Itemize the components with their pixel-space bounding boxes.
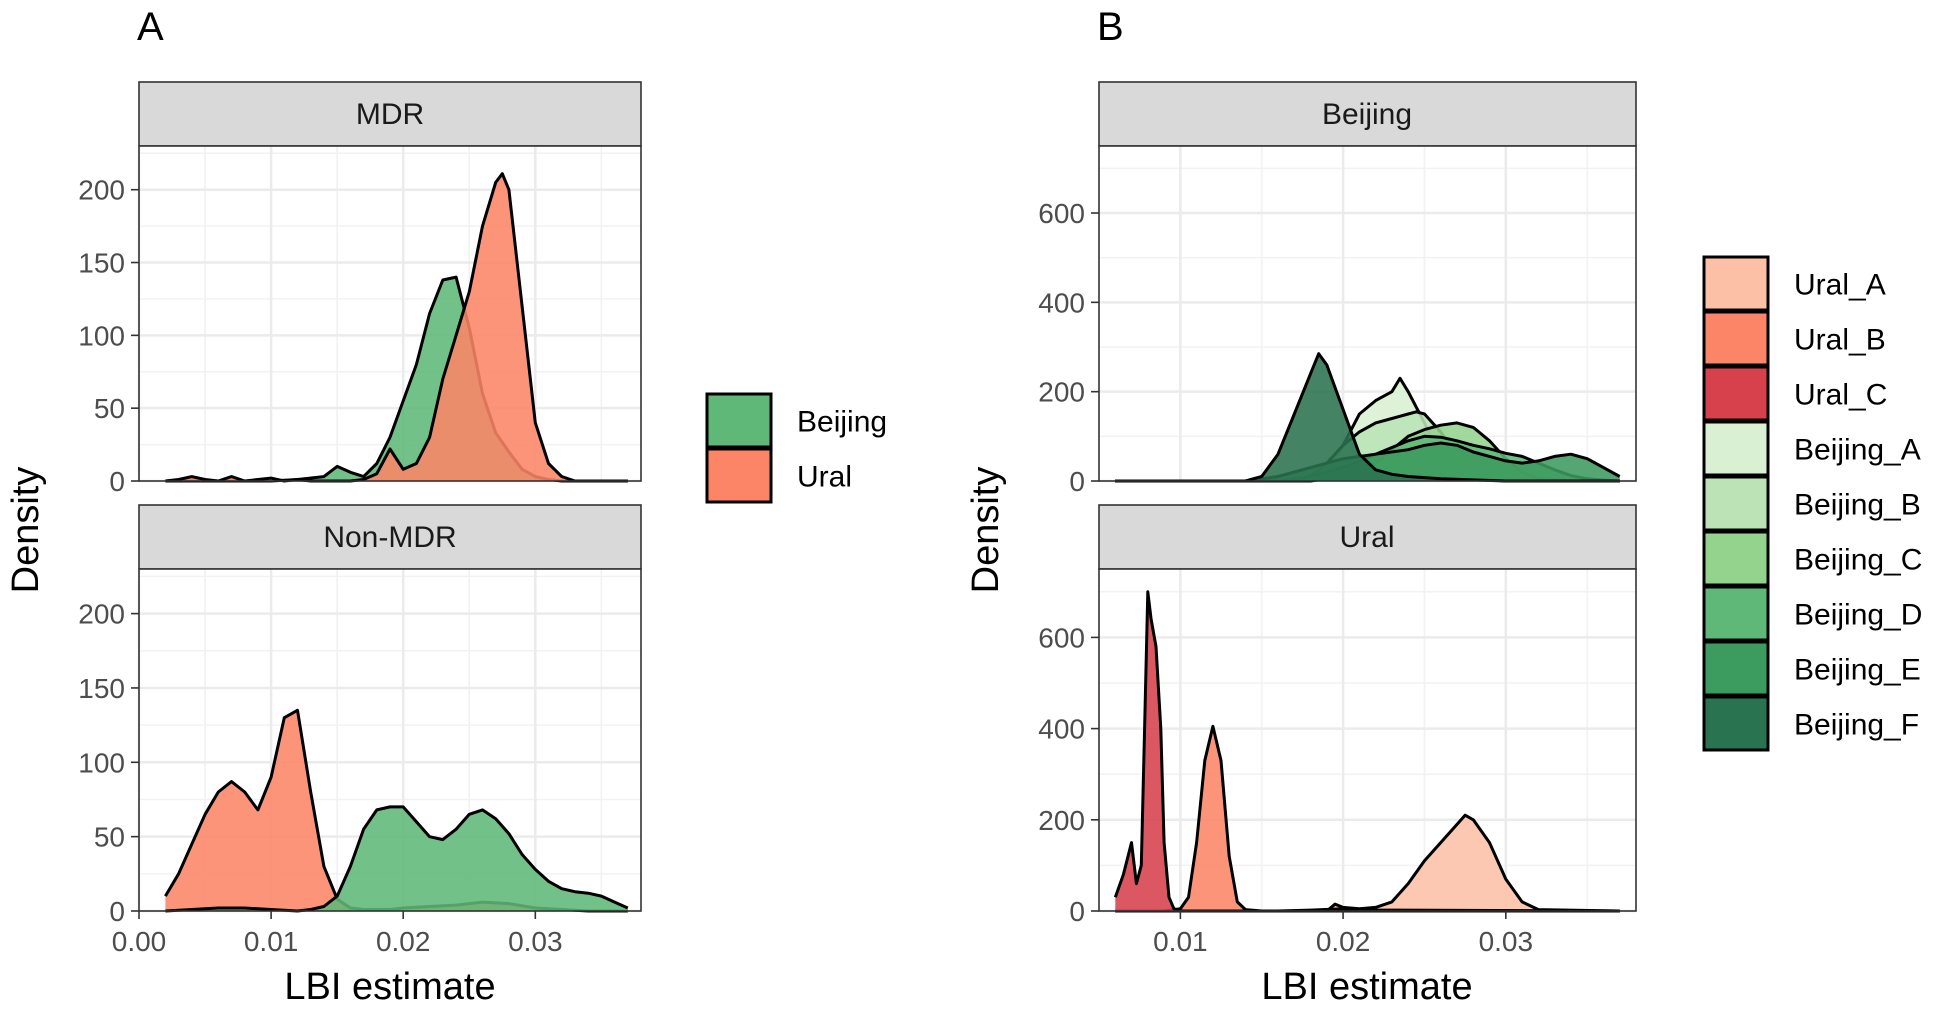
legend-key-beijing-d [1702, 585, 1770, 642]
legend-label-beijing-f: Beijing_F [1794, 709, 1919, 742]
y-tick-label: 400 [1038, 714, 1085, 745]
y-tick-label: 150 [78, 248, 125, 279]
density-area-mdr-ural [165, 173, 628, 481]
y-tick-label: 400 [1038, 287, 1085, 318]
y-tick-label: 50 [94, 393, 125, 424]
density-area-ural-ural-c [1115, 591, 1620, 911]
plot-border-non-mdr [138, 568, 642, 912]
legend-label-beijing-b: Beijing_B [1794, 489, 1921, 522]
density-area-ural-ural-a [1115, 815, 1620, 911]
density-area-beijing-beijing-b [1115, 411, 1620, 481]
x-tick-label: 0.02 [376, 926, 431, 957]
y-tick-label: 0 [109, 896, 125, 927]
y-tick-label: 200 [1038, 377, 1085, 408]
legend-key-ural-c [1702, 365, 1770, 422]
legend-key-beijing-e [1702, 640, 1770, 697]
x-tick-label: 0.03 [508, 926, 563, 957]
y-tick-label: 0 [1069, 466, 1085, 497]
legend-label-ural-a: Ural_A [1794, 269, 1886, 302]
legend-label-ural-c: Ural_C [1794, 379, 1887, 412]
density-area-mdr-beijing [165, 277, 628, 481]
legend-key-beijing-c [1702, 530, 1770, 587]
strip-beijing [1098, 81, 1637, 147]
strip-mdr [138, 81, 642, 147]
y-tick-label: 200 [78, 599, 125, 630]
legend-key-beijing-b [1702, 475, 1770, 532]
density-area-non-mdr-beijing [165, 806, 628, 911]
panel-letter-a: A [137, 5, 164, 49]
density-area-non-mdr-ural [165, 710, 628, 911]
strip-label-ural: Ural [1339, 521, 1394, 554]
legend-key-ural-b [1702, 310, 1770, 367]
legend-key-ural-a [1702, 255, 1770, 312]
y-tick-label: 0 [1069, 896, 1085, 927]
y-tick-label: 150 [78, 673, 125, 704]
x-tick-label: 0.03 [1479, 926, 1534, 957]
plot-area-ural [1099, 569, 1636, 911]
strip-label-non-mdr: Non-MDR [323, 521, 456, 554]
legend-label-ural-b: Ural_B [1794, 324, 1886, 357]
plot-border-mdr [138, 145, 642, 482]
legend-key-beijing [705, 392, 773, 449]
x-axis-title-a: LBI estimate [284, 966, 495, 1008]
x-axis-title-b: LBI estimate [1261, 966, 1472, 1008]
y-tick-label: 600 [1038, 198, 1085, 229]
density-area-ural-ural-b [1115, 726, 1620, 911]
legend-key-beijing-f [1702, 695, 1770, 752]
y-tick-label: 600 [1038, 622, 1085, 653]
legend-label-beijing-d: Beijing_D [1794, 599, 1922, 632]
density-line-mdr-ural [165, 172, 628, 483]
strip-label-beijing: Beijing [1322, 98, 1412, 131]
y-tick-label: 200 [1038, 805, 1085, 836]
strip-ural [1098, 504, 1637, 570]
density-line-beijing-beijing-f [1115, 352, 1620, 483]
x-tick-label: 0.00 [112, 926, 167, 957]
x-tick-label: 0.02 [1316, 926, 1371, 957]
legend-key-ural [705, 447, 773, 504]
legend-label-beijing-a: Beijing_A [1794, 434, 1921, 467]
legend-key-beijing-a [1702, 420, 1770, 477]
y-tick-label: 200 [78, 175, 125, 206]
panel-letter-b: B [1097, 5, 1124, 49]
density-line-ural-ural-c [1113, 590, 1620, 913]
density-line-ural-ural-a [1115, 813, 1620, 913]
legend-label-beijing-c: Beijing_C [1794, 544, 1922, 577]
panel-a: MDR 0 50 100 150 200 Non-MDR 0 50 100 150 200 0.… [5, 81, 887, 1008]
legend-label-beijing: Beijing [797, 406, 887, 439]
plot-area-mdr [139, 146, 641, 481]
plot-border-ural [1098, 568, 1637, 912]
panel-b: Beijing 0 200 400 600 Ural 0 200 400 600 0.01 0… [965, 81, 1922, 1008]
legend-label-beijing-e: Beijing_E [1794, 654, 1921, 687]
y-tick-label: 0 [109, 466, 125, 497]
x-tick-label: 0.01 [244, 926, 299, 957]
legend-label-ural: Ural [797, 461, 852, 494]
x-tick-label: 0.01 [1153, 926, 1208, 957]
strip-label-mdr: MDR [356, 98, 424, 131]
y-tick-label: 100 [78, 320, 125, 351]
y-axis-title-b: Density [965, 467, 1007, 594]
y-axis-title-a: Density [5, 467, 47, 594]
y-tick-label: 100 [78, 747, 125, 778]
plot-border-beijing [1098, 145, 1637, 482]
y-tick-label: 50 [94, 822, 125, 853]
